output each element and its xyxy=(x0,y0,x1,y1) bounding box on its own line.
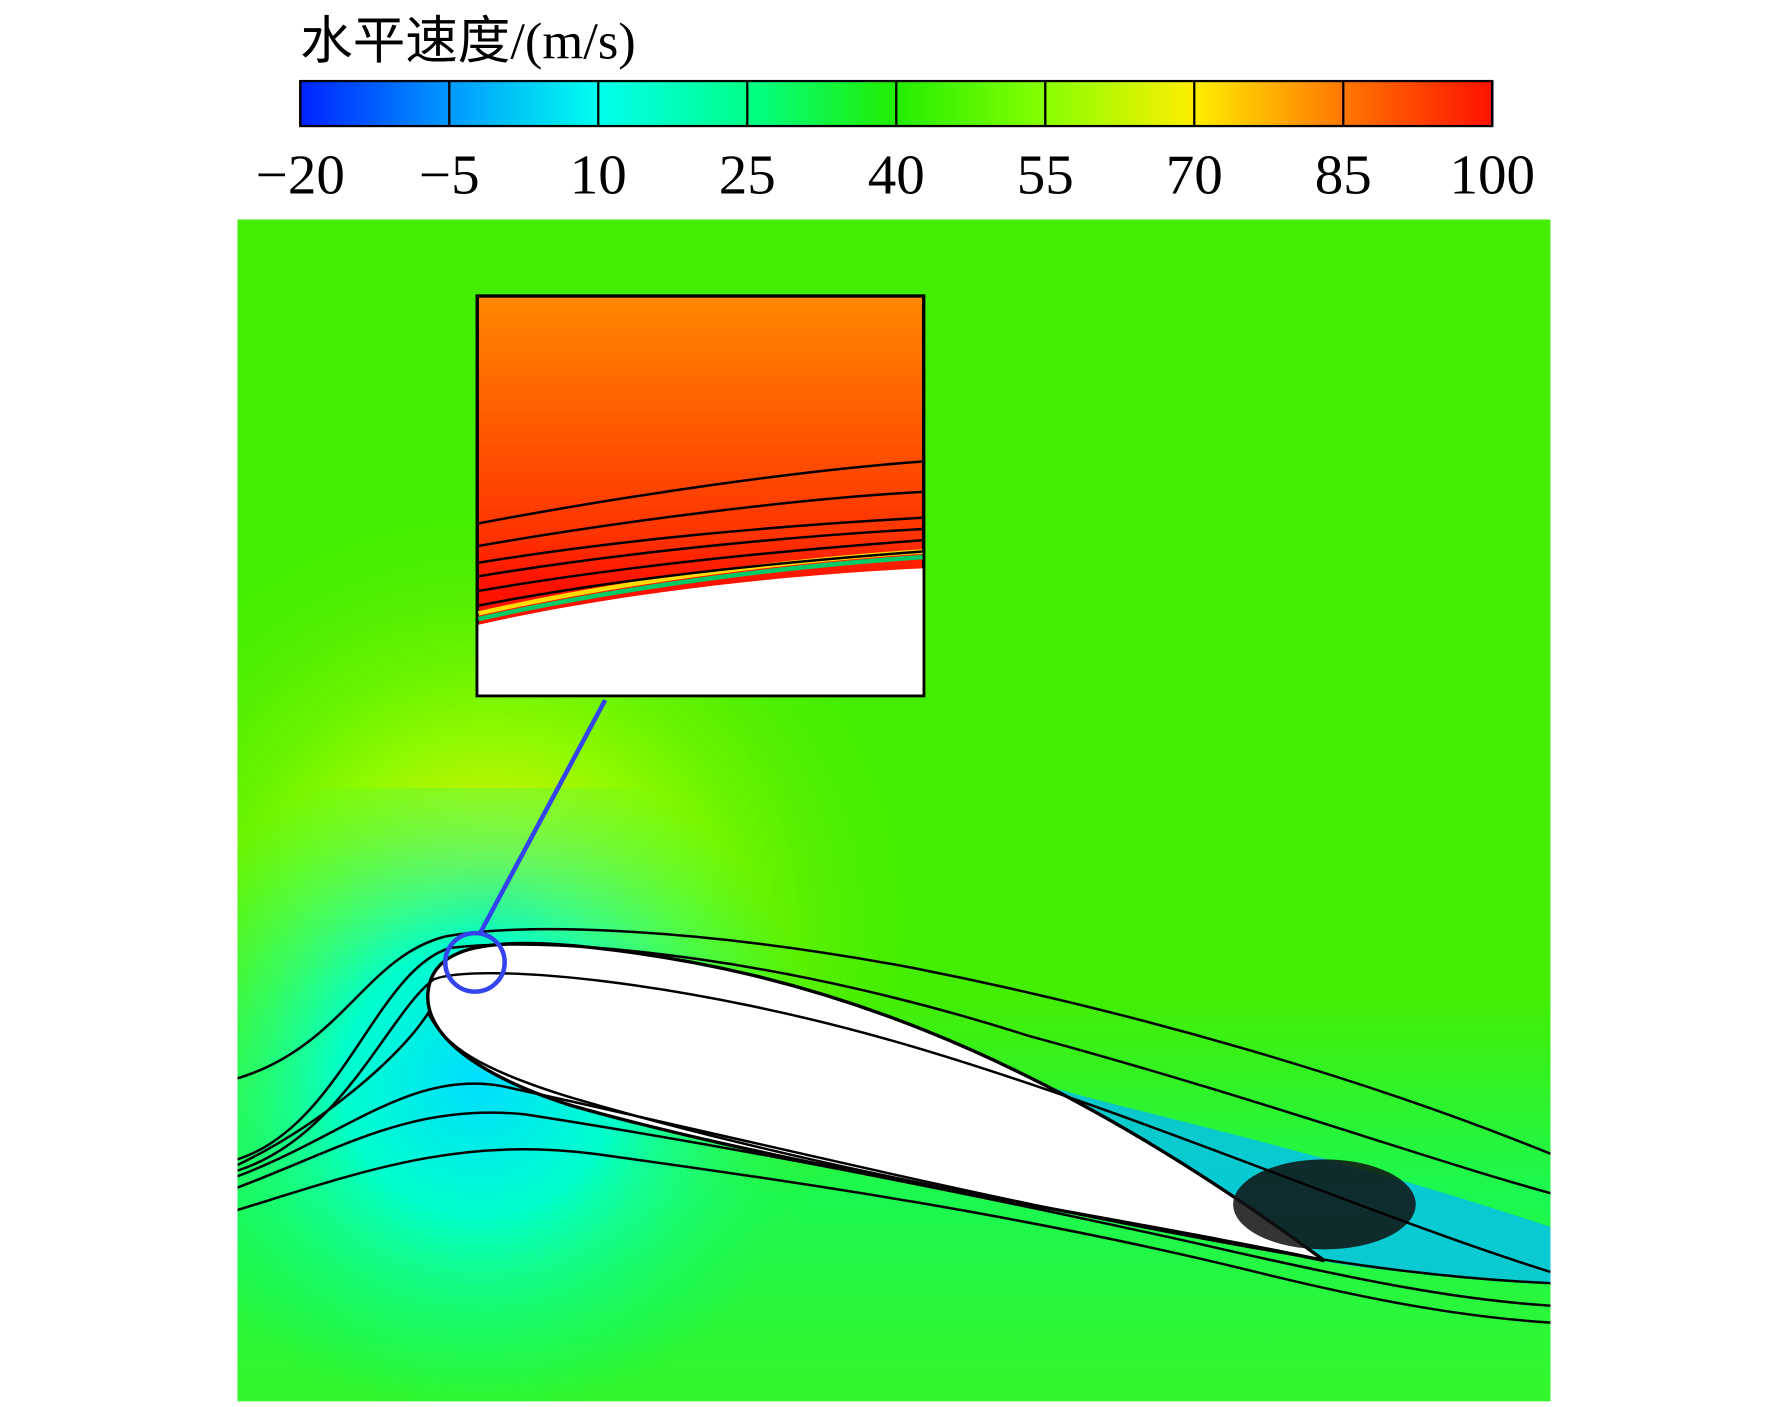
colorbar-tick-label: 100 xyxy=(1449,144,1535,207)
colorbar-ticks: −20 −5 10 25 40 55 70 85 100 xyxy=(256,81,1535,207)
colorbar-tick-label: 25 xyxy=(719,144,776,207)
colorbar-tick-label: 70 xyxy=(1166,144,1223,207)
colorbar-title: 水平速度/(m/s) xyxy=(300,14,635,71)
colorbar-tick-label: −20 xyxy=(256,144,345,207)
zoom-circle xyxy=(443,930,507,994)
colorbar-tick-label: 10 xyxy=(570,144,627,207)
colorbar-tick-label: 85 xyxy=(1315,144,1372,207)
colorbar-tick-label: −5 xyxy=(419,144,480,207)
colorbar-tick-label: 55 xyxy=(1017,144,1074,207)
zoom-connector xyxy=(477,699,608,936)
colorbar-tick-label: 40 xyxy=(868,144,925,207)
